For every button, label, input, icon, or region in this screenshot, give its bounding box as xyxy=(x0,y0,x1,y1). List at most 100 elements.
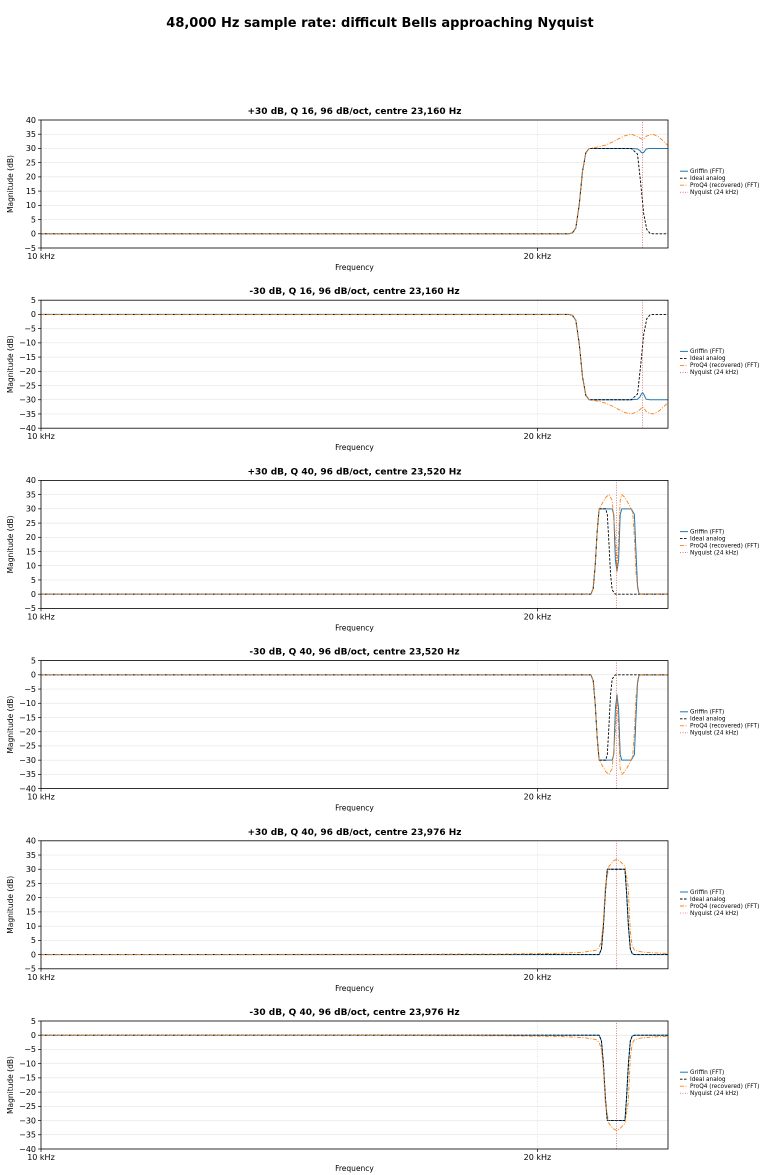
y-axis-label: Magnitude (dB) xyxy=(6,335,15,393)
x-axis-label: Frequency xyxy=(335,804,374,813)
x-axis-label: Frequency xyxy=(335,263,374,272)
subplot-5: −5 0 5 10 15 20 25 30 35 40 10 kHz 20 kHz +30 dB, Q … xyxy=(6,828,759,993)
y-tick-label: −5 xyxy=(24,1045,36,1054)
y-tick-label: −5 xyxy=(24,965,36,974)
x-axis-label: Frequency xyxy=(335,623,374,632)
y-tick-label: 0 xyxy=(31,1031,36,1040)
x-tick-label: 20 kHz xyxy=(524,973,552,982)
y-tick-label: 35 xyxy=(26,490,36,499)
plot-area xyxy=(41,1021,668,1149)
y-axis-label: Magnitude (dB) xyxy=(6,696,15,754)
x-tick-label: 10 kHz xyxy=(27,432,55,441)
series-line-proq4-recovered-fft xyxy=(41,674,668,775)
plot-area xyxy=(41,120,668,248)
y-tick-label: 0 xyxy=(31,671,36,680)
series-line-proq4-recovered-fft xyxy=(41,494,668,595)
y-tick-label: −30 xyxy=(19,756,36,765)
x-tick-label: 20 kHz xyxy=(524,612,552,621)
y-tick-label: −5 xyxy=(24,244,36,253)
subplot-title: -30 dB, Q 40, 96 dB/oct, centre 23,976 H… xyxy=(249,1008,459,1018)
y-tick-label: −30 xyxy=(19,1116,36,1125)
legend-label: Nyquist (24 kHz) xyxy=(690,370,738,376)
y-tick-label: 20 xyxy=(26,893,36,902)
legend-label: ProQ4 (recovered) (FFT) xyxy=(690,724,759,730)
series-line-ideal-analog xyxy=(41,508,668,595)
subplot-1: −5 0 5 10 15 20 25 30 35 40 10 kHz 20 kHz +30 dB, Q … xyxy=(6,107,759,272)
plot-frame xyxy=(40,479,669,609)
y-tick-label: −15 xyxy=(19,713,36,722)
y-tick-label: −25 xyxy=(19,381,36,390)
x-tick-label: 20 kHz xyxy=(524,432,552,441)
y-tick-label: −25 xyxy=(19,742,36,751)
y-tick-label: −20 xyxy=(19,367,36,376)
legend-label: Nyquist (24 kHz) xyxy=(690,190,738,196)
legend-label: Ideal analog xyxy=(690,536,726,542)
subplot-grid: −5 0 5 10 15 20 25 30 35 40 10 kHz 20 kHz +30 dB, Q … xyxy=(6,107,759,1173)
y-tick-label: 0 xyxy=(31,590,36,599)
x-axis-label: Frequency xyxy=(335,984,374,993)
subplot-6: −40 −35 −30 −25 −20 −15 −10 −5 0 5 10 kHz 20 kHz -30… xyxy=(6,1008,759,1173)
y-tick-label: 35 xyxy=(26,130,36,139)
legend-label: Nyquist (24 kHz) xyxy=(690,1091,738,1097)
y-tick-label: 40 xyxy=(26,116,36,125)
y-tick-label: 0 xyxy=(31,310,36,319)
y-tick-label: 0 xyxy=(31,230,36,239)
legend-label: Ideal analog xyxy=(690,1077,726,1083)
series-line-proq4-recovered-fft xyxy=(41,133,669,235)
series-line-ideal-analog xyxy=(41,868,668,956)
series-line-proq4-recovered-fft xyxy=(40,858,669,956)
y-tick-label: 25 xyxy=(26,519,36,528)
x-tick-label: 10 kHz xyxy=(27,1153,55,1162)
y-tick-label: 10 xyxy=(26,201,36,210)
plot-area xyxy=(41,300,668,429)
y-tick-label: 15 xyxy=(26,908,36,917)
series-line-proq4-recovered-fft xyxy=(41,313,669,415)
y-axis-label: Magnitude (dB) xyxy=(6,1056,15,1114)
legend-label: Nyquist (24 kHz) xyxy=(690,911,738,917)
series-line-griffin-fft xyxy=(41,313,668,401)
y-tick-label: 0 xyxy=(31,950,36,959)
series-line-ideal-analog xyxy=(41,674,668,761)
subplot-title: +30 dB, Q 40, 96 dB/oct, centre 23,976 H… xyxy=(248,828,462,838)
legend-label: Ideal analog xyxy=(690,176,726,182)
subplot-4: −40 −35 −30 −25 −20 −15 −10 −5 0 5 10 kHz 20 kHz -30… xyxy=(6,648,759,813)
x-tick-label: 10 kHz xyxy=(27,793,55,802)
legend-label: ProQ4 (recovered) (FFT) xyxy=(690,904,759,910)
legend-label: Nyquist (24 kHz) xyxy=(690,731,738,737)
y-tick-label: 25 xyxy=(26,879,36,888)
subplot-3: −5 0 5 10 15 20 25 30 35 40 10 kHz 20 kHz +30 dB, Q … xyxy=(6,467,759,632)
y-tick-label: −35 xyxy=(19,1131,36,1140)
y-tick-label: 30 xyxy=(26,505,36,514)
y-tick-label: 10 xyxy=(26,562,36,571)
y-tick-label: 40 xyxy=(26,837,36,846)
y-tick-label: 5 xyxy=(31,296,36,305)
y-tick-label: 5 xyxy=(31,936,36,945)
y-tick-label: 35 xyxy=(26,851,36,860)
series-line-griffin-fft xyxy=(41,147,668,235)
legend-label: ProQ4 (recovered) (FFT) xyxy=(690,183,759,189)
x-axis-label: Frequency xyxy=(335,443,374,452)
x-tick-label: 10 kHz xyxy=(27,612,55,621)
y-tick-label: −40 xyxy=(19,424,36,433)
y-tick-label: −5 xyxy=(24,324,36,333)
subplot-title: +30 dB, Q 16, 96 dB/oct, centre 23,160 H… xyxy=(248,107,462,117)
subplot-title: -30 dB, Q 16, 96 dB/oct, centre 23,160 H… xyxy=(249,287,459,297)
legend-label: ProQ4 (recovered) (FFT) xyxy=(690,543,759,549)
legend-label: ProQ4 (recovered) (FFT) xyxy=(690,1084,759,1090)
figure-suptitle: 48,000 Hz sample rate: difficult Bells a… xyxy=(166,16,593,31)
legend-label: Ideal analog xyxy=(690,897,726,903)
y-tick-label: −30 xyxy=(19,396,36,405)
y-tick-label: 5 xyxy=(31,215,36,224)
legend-label: Griffin (FFT) xyxy=(690,890,724,896)
y-tick-label: −15 xyxy=(19,353,36,362)
y-tick-label: 10 xyxy=(26,922,36,931)
plot-area xyxy=(41,660,668,789)
y-tick-label: 15 xyxy=(26,187,36,196)
y-tick-label: 5 xyxy=(31,656,36,665)
y-tick-label: 5 xyxy=(31,576,36,585)
y-tick-label: −35 xyxy=(19,410,36,419)
plot-frame xyxy=(40,1020,669,1150)
legend-label: Griffin (FFT) xyxy=(690,710,724,716)
